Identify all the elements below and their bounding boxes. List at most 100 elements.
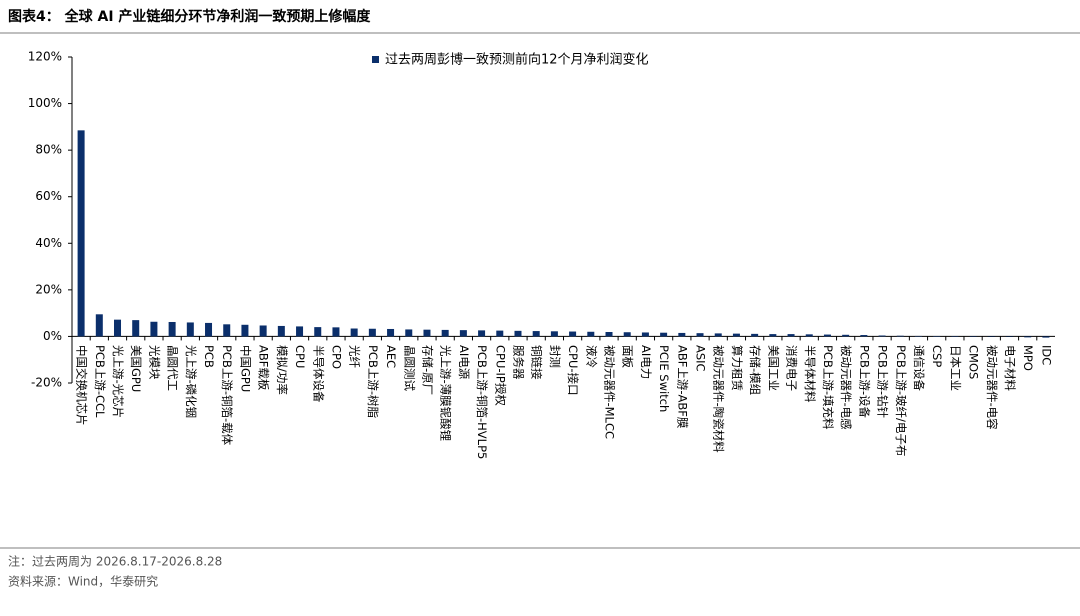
bar [350,328,358,337]
bar [496,330,504,337]
x-tick-label: 中国交换机芯片 [75,345,89,426]
bar [823,334,831,337]
y-tick-label: 40% [35,236,62,250]
bar [842,334,850,337]
x-tick-label: IDC [1039,345,1053,365]
x-tick-label: CPU-接口 [566,345,580,396]
y-tick-label: -20% [31,376,62,390]
x-tick-label: 面板 [621,345,635,368]
x-tick-label: PCB上游-填充料 [821,345,835,430]
bar [914,335,922,337]
x-tick-label: 光上游-光芯片 [111,345,125,418]
x-tick-label: PCB上游-铜箔-载体 [220,345,234,446]
bar [441,329,449,337]
bar [933,336,941,337]
chart-title: 图表4： 全球 AI 产业链细分环节净利润一致预期上修幅度 [8,8,371,25]
bar [186,322,194,337]
bar [550,331,558,337]
bar [1005,336,1013,337]
x-tick-label: 美国工业 [766,345,780,391]
bar [805,334,813,337]
y-tick-label: 60% [35,189,62,203]
x-tick-label: ABF上游-ABF膜 [675,345,689,428]
x-tick-label: PCB上游-钻针 [876,345,890,418]
bar [223,324,231,337]
bar [168,321,176,337]
bar [987,336,995,337]
x-tick-label: 被动元器件-电感 [839,345,853,430]
x-tick-label: 封测 [548,345,562,368]
x-tick-label: 美国GPU [129,345,143,392]
bar [405,329,413,337]
x-tick-label: 光上游-薄膜铌酸锂 [439,345,453,441]
note: 注：过去两周为 2026.8.17-2026.8.28 [8,554,222,569]
x-tick-label: AEC [384,345,398,368]
bar [514,330,522,337]
bar [641,332,649,337]
x-tick-label: PCB上游-设备 [857,345,871,419]
bar [277,325,285,337]
y-tick-label: 20% [35,282,62,296]
bar [423,329,431,337]
x-tick-label: 模拟/功率 [275,345,289,395]
bar [387,328,395,337]
x-tick-label: 铜链接 [530,345,544,380]
x-tick-label: 光上游-磷化铟 [184,345,198,418]
x-tick-label: 晶圆测试 [402,345,416,391]
x-tick-label: CPO [329,345,343,369]
x-tick-label: PCB上游-铜箔-HVLP5 [475,345,489,459]
bar [678,332,686,337]
bar [532,331,540,337]
y-tick-label: 0% [43,329,62,343]
bar [660,332,668,337]
x-tick-label: 被动元器件-陶瓷材料 [712,345,726,453]
bar [150,321,158,337]
bar [569,331,577,337]
x-tick-label: ASIC [694,345,708,372]
source: 资料来源：Wind，华泰研究 [8,574,158,589]
x-tick-label: 半导体设备 [311,345,325,403]
bar [896,335,904,337]
x-tick-label: 晶圆代工 [166,345,180,391]
x-tick-label: 消费电子 [785,345,799,391]
bar [77,130,85,337]
x-tick-label: AI电源 [457,345,471,380]
x-tick-label: 日本工业 [948,345,962,391]
y-tick-label: 120% [28,50,62,64]
bar [969,336,977,337]
bar [696,333,704,337]
x-tick-label: CPU [293,345,307,368]
x-tick-label: PCB上游-CCL [93,345,107,418]
bar [860,335,868,337]
bar [296,326,304,337]
x-tick-label: 存储-原厂 [420,345,434,395]
bar [769,334,777,337]
bar [241,324,249,337]
bar [1042,336,1050,338]
legend-swatch [372,56,379,63]
bar [259,325,267,337]
bar [751,333,759,337]
x-tick-label: AI电力 [639,345,653,379]
bar [368,328,376,337]
x-tick-label: CSP [930,345,944,367]
x-tick-label: 被动元器件-电容 [985,345,999,430]
x-tick-label: ABF载板 [257,345,271,391]
bar [332,327,340,337]
x-tick-label: CMOS [967,345,981,379]
y-tick-label: 80% [35,143,62,157]
bar [951,336,959,337]
bar [587,331,595,337]
bar [205,322,213,337]
x-tick-label: CPU-IP授权 [493,345,507,406]
bar [314,327,322,337]
x-tick-label: 通信设备 [912,345,926,391]
x-tick-label: 液冷 [584,345,598,368]
x-tick-label: 半导体材料 [803,345,817,403]
x-tick-label: 算力租赁 [730,345,744,391]
bar [114,319,122,337]
x-tick-label: PCB上游-玻纤/电子布 [894,345,908,456]
bar [95,314,103,337]
bar [478,330,486,337]
